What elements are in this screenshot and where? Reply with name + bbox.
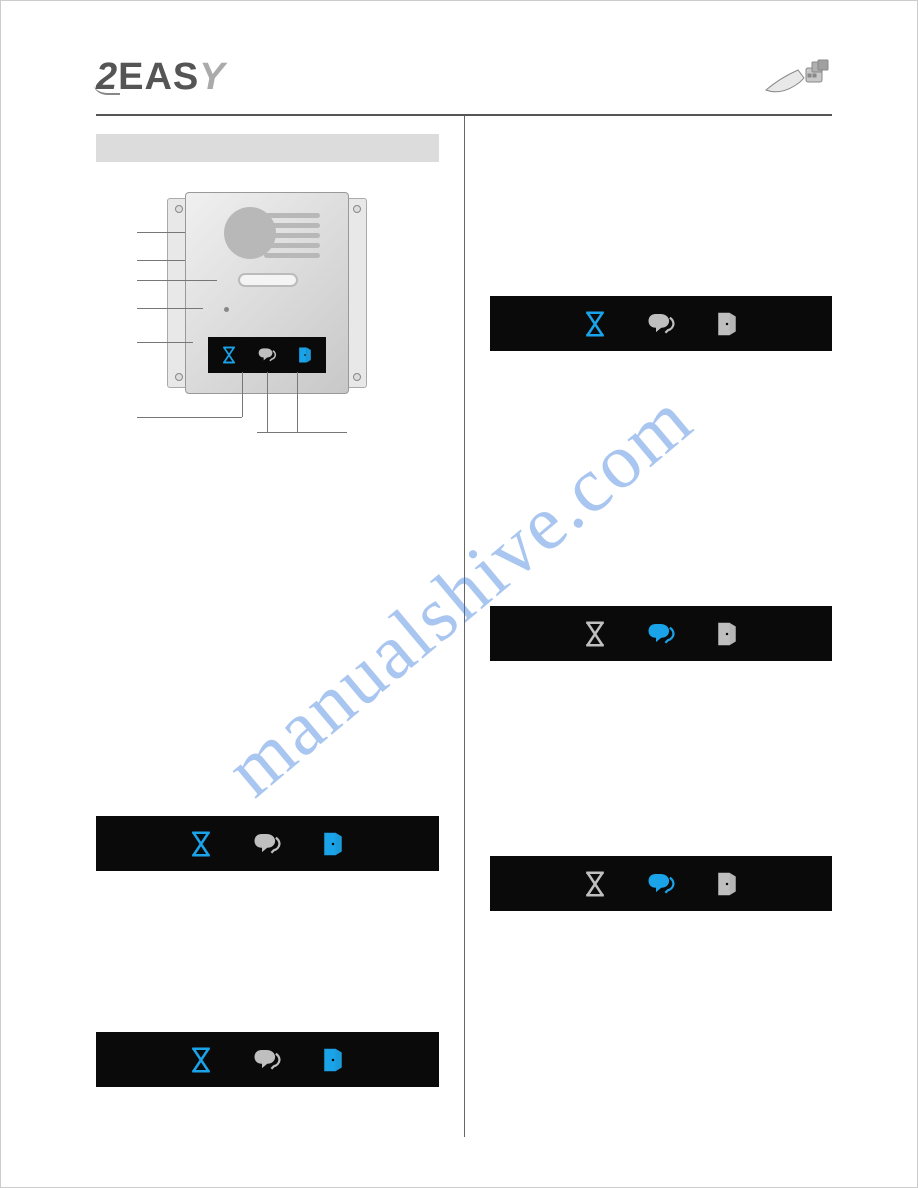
talk-icon [252, 1045, 282, 1075]
door-icon [318, 1045, 348, 1075]
page-header: 2EASY [96, 56, 832, 116]
device-status-strip [208, 337, 326, 373]
talk-icon [646, 869, 676, 899]
callout-lead [137, 280, 217, 281]
page-content: 2EASY [96, 56, 832, 1137]
door-station-device [167, 192, 367, 402]
callout-lead [137, 260, 185, 261]
callout-lead [267, 372, 268, 432]
callout-lead [297, 372, 298, 432]
callout-lead [137, 308, 203, 309]
door-icon [712, 309, 742, 339]
status-icon-strip [490, 296, 833, 351]
talk-icon [646, 309, 676, 339]
device-faceplate [185, 192, 349, 394]
speaker-grille-icon [264, 213, 320, 263]
status-icon-strip [490, 606, 833, 661]
manual-page: manualshive.com 2EASY [0, 0, 918, 1188]
right-column [465, 116, 833, 1137]
callout-lead [242, 372, 243, 417]
talk-icon [252, 829, 282, 859]
hourglass-icon [580, 619, 610, 649]
night-led-icon [238, 273, 298, 287]
callout-lead [137, 342, 193, 343]
door-icon [712, 619, 742, 649]
status-icon-strip [96, 1032, 439, 1087]
two-column-layout [96, 116, 832, 1137]
door-icon [318, 829, 348, 859]
hourglass-icon [580, 309, 610, 339]
screw-icon [175, 373, 183, 381]
callout-lead [137, 232, 185, 233]
door-icon [712, 869, 742, 899]
callout-lead [137, 417, 242, 418]
talk-icon [257, 345, 277, 365]
hourglass-icon [186, 1045, 216, 1075]
brand-logo-2: 2 [96, 56, 118, 99]
left-column [96, 116, 465, 1137]
section-heading-bar [96, 134, 439, 162]
screw-icon [175, 205, 183, 213]
hourglass-icon [186, 829, 216, 859]
screw-icon [353, 373, 361, 381]
microphone-icon [224, 307, 229, 312]
hourglass-icon [219, 345, 239, 365]
status-icon-strip [490, 856, 833, 911]
brand-logo: 2EASY [96, 56, 226, 99]
status-icon-strip [96, 816, 439, 871]
hourglass-icon [580, 869, 610, 899]
screw-icon [353, 205, 361, 213]
header-connector-icon [762, 56, 832, 100]
device-diagram [96, 192, 439, 402]
talk-icon [646, 619, 676, 649]
brand-logo-easy: EASY [118, 56, 226, 98]
door-icon [295, 345, 315, 365]
callout-lead [257, 432, 347, 433]
